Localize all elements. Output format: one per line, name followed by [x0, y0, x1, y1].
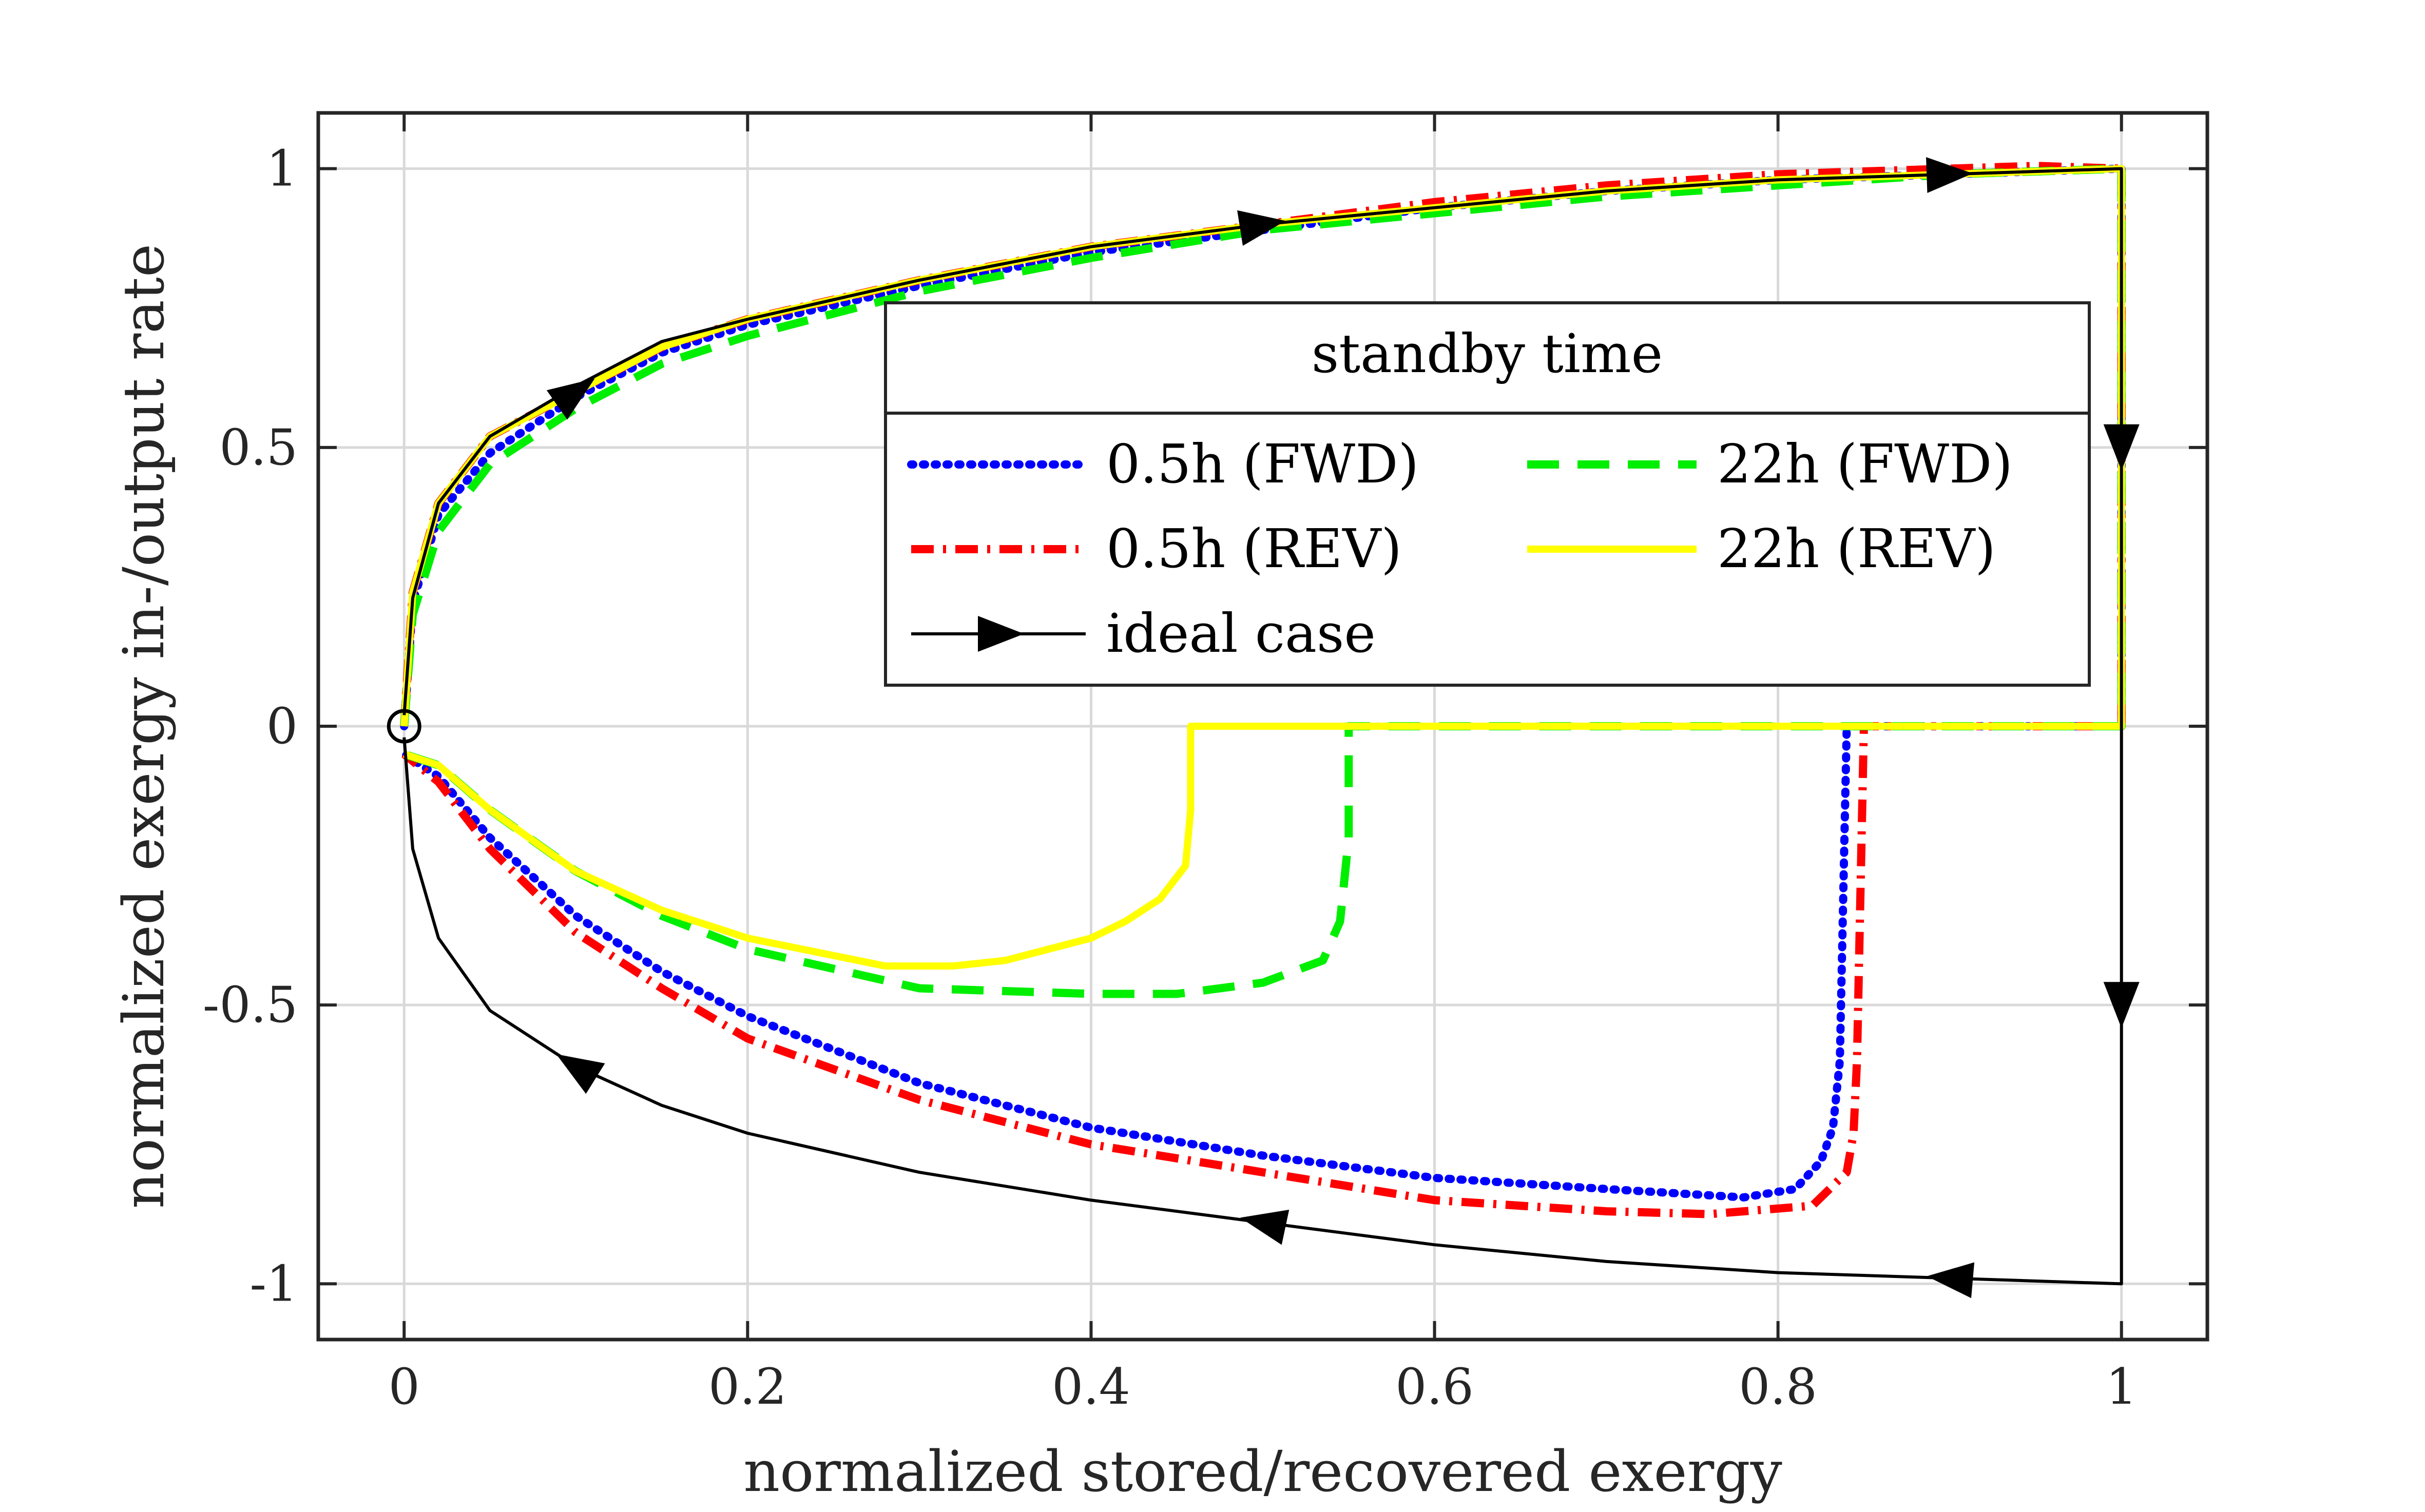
- x-axis-label: normalized stored/recovered exergy: [743, 1439, 1782, 1504]
- legend-label-0.5h-rev: 0.5h (REV): [1106, 517, 1402, 580]
- direction-arrows: [546, 157, 2140, 1298]
- direction-arrow-5: [1927, 1262, 1975, 1298]
- x-tick-label-3: 0.6: [1395, 1358, 1474, 1416]
- y-tick-label-1: 0.5: [219, 419, 298, 476]
- x-tick-label-0: 0: [389, 1358, 420, 1416]
- direction-arrow-6: [1240, 1210, 1290, 1245]
- series-layer: [400, 162, 2126, 1286]
- y-tick-label-3: -0.5: [203, 976, 298, 1034]
- direction-arrow-0: [546, 378, 595, 420]
- x-tick-labels: 0 0.2 0.4 0.6 0.8 1: [389, 1358, 2138, 1416]
- tick-marks: [318, 113, 2207, 1340]
- y-tick-label-0: 1: [266, 140, 298, 198]
- y-tick-label-4: -1: [249, 1255, 298, 1312]
- direction-arrow-2: [1926, 157, 1973, 193]
- series-ideal: [402, 167, 2123, 1286]
- x-tick-label-2: 0.4: [1052, 1358, 1130, 1416]
- y-tick-labels: 1 0.5 0 -0.5 -1: [203, 140, 298, 1313]
- direction-arrow-7: [556, 1054, 605, 1094]
- legend-label-0.5h-fwd: 0.5h (FWD): [1106, 433, 1419, 495]
- legend-label-ideal: ideal case: [1106, 602, 1376, 665]
- x-tick-label-1: 0.2: [708, 1358, 787, 1416]
- direction-arrow-1: [1237, 210, 1286, 246]
- legend-arrow-icon: [978, 616, 1024, 652]
- y-tick-label-2: 0: [266, 697, 298, 755]
- y-axis-label: normalized exergy in-/output rate: [111, 244, 177, 1209]
- direction-arrow-3: [2103, 424, 2140, 471]
- legend-box: [884, 301, 2091, 687]
- origin-circle-marker: [387, 709, 421, 744]
- legend-label-22h-rev: 22h (REV): [1717, 517, 1996, 580]
- x-tick-label-5: 1: [2106, 1358, 2137, 1416]
- legend-title: standby time: [1312, 322, 1663, 385]
- x-tick-label-4: 0.8: [1739, 1358, 1817, 1416]
- legend-label-22h-fwd: 22h (FWD): [1717, 433, 2013, 495]
- legend: standby time 0.5h (FWD) 22h (FWD) 0.5h (…: [884, 301, 2091, 687]
- direction-arrow-4: [2103, 982, 2140, 1029]
